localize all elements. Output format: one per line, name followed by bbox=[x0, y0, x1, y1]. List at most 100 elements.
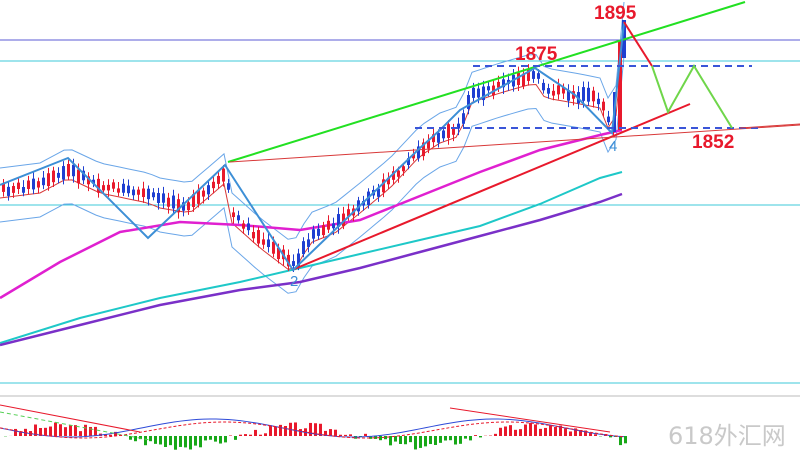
macd-bar bbox=[139, 436, 142, 440]
macd-bar bbox=[14, 428, 17, 436]
macd-bar bbox=[164, 436, 167, 447]
macd-line bbox=[0, 418, 625, 438]
candle-body bbox=[167, 197, 170, 207]
macd-bar bbox=[534, 424, 537, 436]
candle-body bbox=[257, 230, 260, 244]
macd-bar bbox=[84, 424, 87, 436]
macd-bar bbox=[179, 436, 182, 447]
macd-bar bbox=[624, 436, 627, 444]
macd-bar bbox=[339, 434, 342, 436]
macd-bar bbox=[474, 435, 477, 436]
macd-bar bbox=[609, 436, 612, 438]
macd-bar bbox=[469, 436, 472, 441]
candle-body bbox=[377, 188, 380, 197]
macd-bar bbox=[584, 430, 587, 436]
trend-line-lower bbox=[291, 103, 691, 271]
candle-body bbox=[212, 181, 215, 189]
candle-body bbox=[152, 192, 155, 198]
wave-label-2: 2 bbox=[290, 273, 298, 290]
macd-bar bbox=[249, 434, 252, 436]
candle-body bbox=[582, 87, 585, 101]
trend-line-upper bbox=[227, 1, 746, 163]
candle-body bbox=[7, 186, 10, 196]
macd-bar bbox=[49, 426, 52, 436]
macd-bar bbox=[79, 431, 82, 436]
candle-body bbox=[122, 183, 125, 193]
candle-body bbox=[27, 180, 30, 189]
level-1852-tail bbox=[739, 123, 800, 129]
macd-bar bbox=[229, 435, 232, 436]
candle-body bbox=[172, 195, 175, 209]
candle-body bbox=[387, 177, 390, 185]
macd-bar bbox=[429, 436, 432, 445]
candle-body bbox=[207, 185, 210, 195]
candle-body bbox=[322, 225, 325, 236]
candle-body bbox=[547, 88, 550, 94]
candle-body bbox=[157, 193, 160, 204]
ma-purple bbox=[0, 192, 623, 347]
candle-body bbox=[267, 239, 270, 248]
macd-bar bbox=[224, 436, 227, 443]
macd-bar bbox=[279, 424, 282, 436]
macd-bar bbox=[59, 424, 62, 436]
candle-body bbox=[497, 81, 500, 88]
macd-bar bbox=[524, 424, 527, 436]
macd-bar bbox=[194, 436, 197, 446]
candle-body bbox=[527, 69, 530, 81]
macd-bar bbox=[419, 436, 422, 448]
candle-body bbox=[102, 185, 105, 191]
candle-body bbox=[432, 134, 435, 143]
candle-body bbox=[92, 179, 95, 184]
macd-bar bbox=[269, 425, 272, 436]
candle-body bbox=[242, 223, 245, 229]
zigzag-wave bbox=[0, 21, 625, 272]
candle-body bbox=[587, 87, 590, 102]
macd-bar bbox=[144, 436, 147, 446]
candle-body bbox=[162, 193, 165, 203]
macd-bar bbox=[169, 436, 172, 446]
macd-trend-red bbox=[0, 404, 141, 433]
candle-body bbox=[42, 177, 45, 186]
candle-body bbox=[67, 163, 70, 177]
macd-bar bbox=[209, 436, 212, 440]
candle-body bbox=[222, 168, 225, 182]
candle-body bbox=[327, 220, 330, 230]
candle-body bbox=[427, 140, 430, 149]
candle-body bbox=[342, 213, 345, 227]
candle-body bbox=[47, 173, 50, 187]
candle-body bbox=[132, 189, 135, 196]
candle-body bbox=[197, 189, 200, 204]
candle-body bbox=[52, 170, 55, 183]
wave-label-4: 4 bbox=[609, 138, 617, 155]
macd-bar bbox=[74, 425, 77, 436]
candle-body bbox=[112, 182, 115, 189]
candle-body bbox=[287, 254, 290, 267]
macd-bar bbox=[364, 433, 367, 436]
macd-bar bbox=[294, 422, 297, 436]
candle-body bbox=[487, 86, 490, 91]
candle-body bbox=[57, 172, 60, 178]
candle-body bbox=[412, 154, 415, 159]
macd-bar bbox=[554, 427, 557, 436]
macd-bar bbox=[334, 429, 337, 436]
macd-bar bbox=[129, 436, 132, 440]
macd-bar bbox=[94, 426, 97, 436]
macd-bar bbox=[319, 423, 322, 436]
macd-bar bbox=[504, 426, 507, 436]
macd-bar bbox=[149, 436, 152, 442]
macd-bar bbox=[324, 430, 327, 436]
candle-body bbox=[332, 223, 335, 229]
macd-bar bbox=[499, 427, 502, 436]
macd-bar bbox=[284, 426, 287, 436]
macd-trend-green bbox=[0, 411, 151, 441]
candle-body bbox=[87, 176, 90, 185]
macd-bar bbox=[109, 434, 112, 436]
candle-body bbox=[347, 209, 350, 217]
macd-bar bbox=[349, 434, 352, 436]
candle-body bbox=[32, 178, 35, 190]
candle-body bbox=[602, 101, 605, 111]
macd-bar bbox=[594, 434, 597, 436]
macd-bar bbox=[519, 429, 522, 436]
candle-body bbox=[447, 124, 450, 138]
